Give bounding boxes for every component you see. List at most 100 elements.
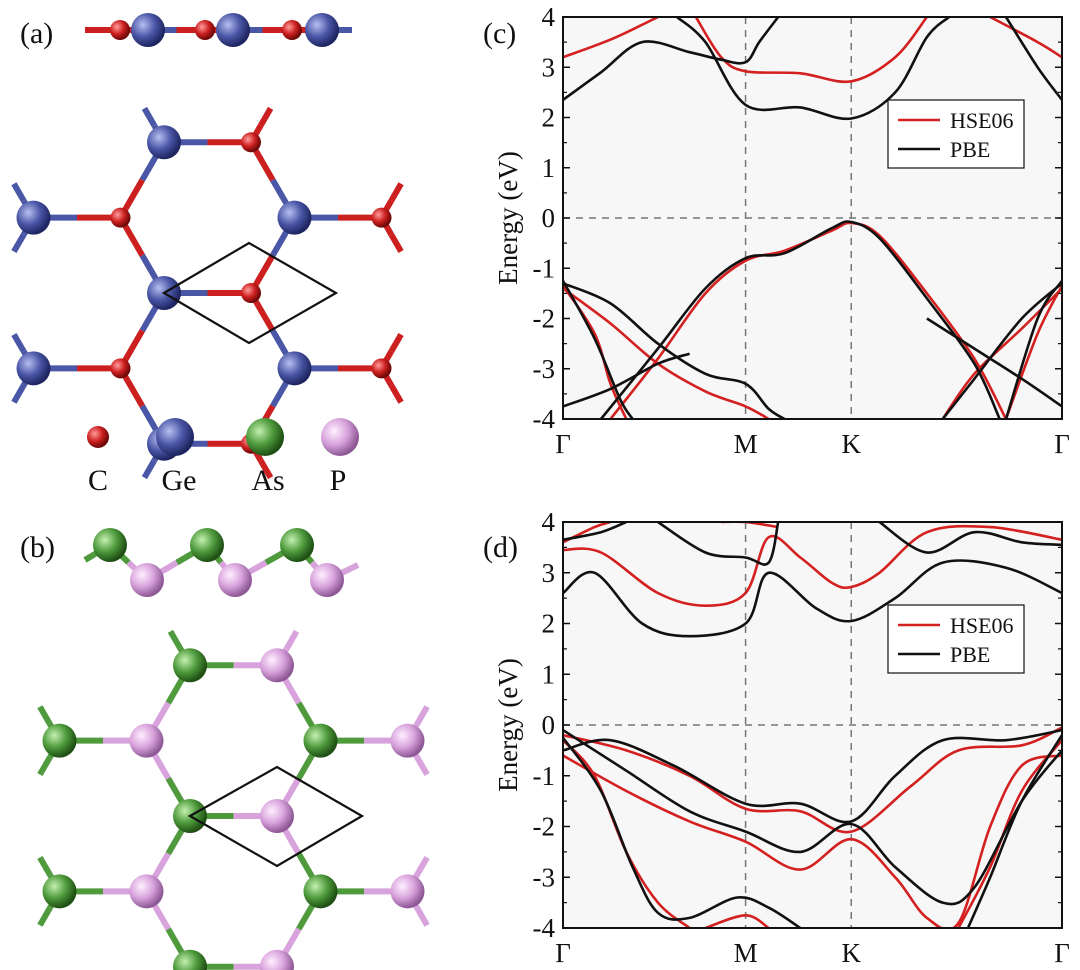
y-tick-label: 1 (542, 153, 556, 183)
band-pbe-6 (563, 352, 690, 408)
band-pbe-3 (563, 280, 634, 419)
k-point-label: Γ (555, 938, 571, 968)
band-hse06-6 (704, 913, 770, 928)
legend-label-hse06: HSE06 (950, 613, 1014, 638)
bond (388, 182, 404, 203)
bond (258, 106, 274, 127)
band-pbe-4 (563, 728, 1062, 824)
atom-c (371, 358, 392, 379)
y-tick-label: 1 (542, 659, 556, 689)
band-hse06-5 (563, 287, 770, 419)
atom-ge (277, 351, 312, 386)
band-hse06-0 (563, 524, 1062, 608)
atom-as (42, 723, 77, 758)
band-pbe-1 (563, 522, 627, 542)
atom-p (218, 563, 252, 597)
bond (11, 182, 27, 203)
band-pbe-7 (966, 734, 1062, 928)
y-axis-label: Energy (eV) (493, 151, 523, 285)
band-hse06-3 (563, 726, 1062, 834)
band-pbe-0 (563, 17, 780, 101)
band-pbe-2 (657, 522, 780, 566)
band-hse06-2 (721, 522, 779, 529)
bond (141, 459, 157, 480)
y-tick-label: 3 (542, 52, 556, 82)
atom-c (110, 207, 131, 228)
band-hse06-0 (563, 17, 659, 59)
bond (388, 332, 404, 353)
atom-as (42, 874, 77, 909)
bond (414, 705, 430, 726)
bond (414, 906, 430, 927)
atom-c (241, 132, 261, 153)
band-pbe-8 (926, 317, 1062, 408)
atom-c (110, 358, 131, 379)
band-pbe-5 (563, 282, 786, 419)
unit-cell-outline (161, 241, 339, 345)
element-swatch-p (321, 418, 359, 456)
structure-b-side-view (83, 528, 360, 597)
k-point-label: K (842, 938, 862, 968)
y-tick-label: -4 (533, 913, 556, 943)
band-pbe-5 (563, 729, 1062, 906)
bonds (37, 629, 430, 970)
atom-as (303, 874, 338, 909)
legend-label-hse06: HSE06 (950, 108, 1014, 133)
atom-p (310, 563, 344, 597)
band-pbe-4 (599, 220, 1001, 419)
y-tick-label: -2 (533, 812, 556, 842)
bond (388, 383, 404, 404)
y-tick-label: 3 (542, 558, 556, 588)
y-tick-label: -3 (533, 354, 556, 384)
atom-as (173, 949, 207, 970)
y-tick-label: 0 (542, 203, 556, 233)
y-tick-label: 0 (542, 710, 556, 740)
atom-c (195, 20, 215, 40)
structure-a-side-view (85, 13, 352, 47)
atom-ge (131, 13, 165, 47)
structure-b-top-view (37, 629, 430, 970)
legend-box (887, 604, 1025, 674)
atom-ge (216, 13, 250, 47)
legend-label-pbe: PBE (950, 642, 990, 667)
element-label-p: P (330, 464, 347, 497)
atom-as (280, 528, 314, 562)
band-hse06-4 (609, 221, 1008, 419)
element-label-as: As (251, 464, 284, 497)
atom-p (260, 648, 294, 683)
atom-c (110, 20, 130, 40)
atom-p (129, 723, 164, 758)
atom-c (241, 283, 261, 303)
element-legend: C Ge As P (87, 418, 359, 497)
bond (141, 106, 157, 127)
band-pbe-3 (878, 522, 1062, 554)
bond (388, 233, 404, 254)
band-pbe-6 (563, 736, 802, 928)
y-tick-label: -4 (533, 404, 556, 434)
y-tick-label: -2 (533, 304, 556, 334)
atom-ge (16, 351, 51, 386)
bond (414, 756, 430, 777)
band-pbe-2 (1004, 17, 1062, 101)
atom-as (173, 648, 207, 683)
bond (284, 629, 300, 650)
y-tick-label: -1 (533, 761, 556, 791)
atom-as (303, 723, 338, 758)
panel-label-c: (c) (483, 17, 516, 50)
unit-cell-outline (187, 765, 365, 868)
k-point-label: Γ (1054, 938, 1070, 968)
atom-p (260, 949, 294, 970)
bond (414, 855, 430, 876)
k-point-label: M (734, 429, 758, 459)
atoms (42, 648, 425, 970)
band-hse06-2 (989, 17, 1062, 59)
element-label-ge: Ge (162, 464, 197, 497)
atom-ge (277, 200, 312, 235)
bond (37, 906, 53, 927)
atom-as (190, 528, 224, 562)
k-point-label: Γ (555, 429, 571, 459)
bond (37, 855, 53, 876)
bands (563, 17, 1062, 419)
atom-c (371, 207, 392, 228)
